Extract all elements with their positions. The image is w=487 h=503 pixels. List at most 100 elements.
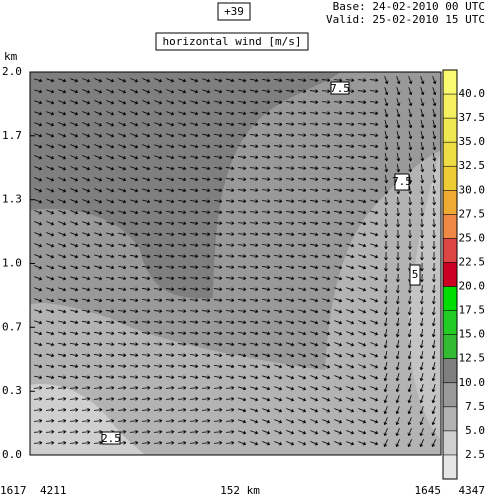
- wind-arrow: [369, 144, 379, 149]
- wind-arrow: [46, 100, 55, 105]
- wind-arrow: [58, 243, 67, 248]
- wind-arrow: [190, 89, 199, 94]
- wind-arrow: [249, 166, 259, 171]
- wind-arrow: [346, 375, 355, 380]
- wind-arrow: [46, 254, 55, 259]
- wind-arrow: [58, 287, 67, 292]
- wind-arrow: [46, 331, 55, 336]
- wind-arrow: [262, 441, 271, 446]
- wind-arrow: [285, 199, 295, 204]
- wind-arrow: [432, 142, 437, 151]
- wind-arrow: [346, 320, 355, 325]
- wind-arrow: [249, 188, 259, 193]
- wind-arrow: [274, 386, 283, 391]
- wind-arrow: [298, 309, 307, 314]
- contour-label: 7.5: [392, 175, 412, 188]
- wind-arrow: [297, 199, 307, 204]
- wind-arrow: [432, 185, 437, 195]
- wind-arrow: [322, 386, 331, 391]
- wind-arrow: [82, 100, 91, 105]
- wind-arrow: [346, 287, 355, 292]
- wind-arrow: [420, 76, 425, 85]
- wind-arrow: [70, 166, 79, 171]
- wind-arrow: [153, 440, 163, 445]
- wind-arrow: [189, 418, 199, 423]
- wind-arrow: [396, 251, 400, 261]
- wind-arrow: [273, 133, 283, 138]
- wind-arrow: [189, 232, 199, 237]
- wind-arrow: [118, 100, 127, 105]
- wind-arrow: [297, 221, 307, 226]
- wind-arrow: [431, 306, 436, 316]
- wind-arrow: [370, 287, 379, 292]
- wind-arrow: [70, 111, 79, 116]
- wind-arrow: [261, 100, 271, 105]
- colorbar-label: 40.0: [459, 87, 486, 100]
- wind-arrow: [214, 122, 223, 127]
- wind-arrow: [129, 385, 139, 390]
- wind-arrow: [177, 309, 187, 314]
- wind-arrow: [334, 210, 343, 215]
- wind-arrow: [396, 98, 401, 107]
- wind-arrow: [370, 342, 379, 347]
- wind-arrow: [321, 221, 331, 226]
- wind-arrow: [70, 199, 79, 204]
- wind-arrow: [419, 351, 424, 360]
- wind-arrow: [370, 221, 379, 226]
- wind-arrow: [383, 339, 388, 349]
- wind-arrow: [70, 155, 79, 160]
- colorbar-label: 30.0: [459, 183, 486, 196]
- wind-arrow: [346, 298, 355, 303]
- wind-arrow: [322, 287, 331, 292]
- wind-arrow: [370, 177, 379, 182]
- wind-arrow: [130, 78, 139, 83]
- wind-arrow: [285, 221, 295, 226]
- wind-arrow: [261, 122, 271, 127]
- wind-arrow: [165, 342, 175, 347]
- wind-arrow: [34, 298, 43, 303]
- wind-arrow: [273, 122, 283, 127]
- wind-arrow: [189, 364, 199, 369]
- wind-arrow: [396, 87, 401, 96]
- wind-arrow: [420, 131, 425, 140]
- wind-arrow: [396, 131, 401, 140]
- wind-arrow: [249, 210, 259, 215]
- wind-arrow: [142, 199, 151, 204]
- wind-arrow: [358, 441, 367, 446]
- wind-arrow: [69, 396, 79, 401]
- wind-arrow: [383, 373, 388, 382]
- wind-arrow: [117, 407, 127, 412]
- wind-arrow: [46, 309, 55, 314]
- wind-arrow: [130, 144, 139, 149]
- wind-arrow: [130, 243, 139, 248]
- wind-arrow: [249, 177, 259, 182]
- wind-arrow: [286, 430, 295, 435]
- wind-arrow: [345, 100, 355, 105]
- wind-arrow: [358, 276, 367, 281]
- wind-arrow: [178, 177, 187, 182]
- contour-labels: 7.5 7.5 5 2.5: [101, 81, 421, 445]
- wind-arrow: [237, 320, 247, 325]
- region: [30, 72, 340, 299]
- wind-arrow: [346, 386, 355, 391]
- wind-arrow: [141, 407, 151, 412]
- wind-arrow: [58, 100, 67, 105]
- wind-arrow: [94, 298, 103, 303]
- wind-arrow: [141, 331, 151, 336]
- wind-arrow: [201, 221, 211, 226]
- wind-arrow: [334, 364, 343, 369]
- wind-arrow: [93, 396, 103, 401]
- wind-arrow: [419, 284, 424, 294]
- wind-arrow: [370, 166, 379, 171]
- wind-arrow: [105, 309, 115, 314]
- wind-arrow: [250, 430, 259, 435]
- wind-arrow: [46, 276, 55, 281]
- wind-arrow: [333, 155, 343, 160]
- wind-arrow: [82, 89, 91, 94]
- wind-arrow: [81, 396, 91, 401]
- wind-arrow: [345, 188, 355, 193]
- wind-arrow: [249, 111, 259, 116]
- wind-arrow: [273, 166, 283, 171]
- wind-arrow: [57, 396, 67, 401]
- wind-arrow: [262, 408, 271, 413]
